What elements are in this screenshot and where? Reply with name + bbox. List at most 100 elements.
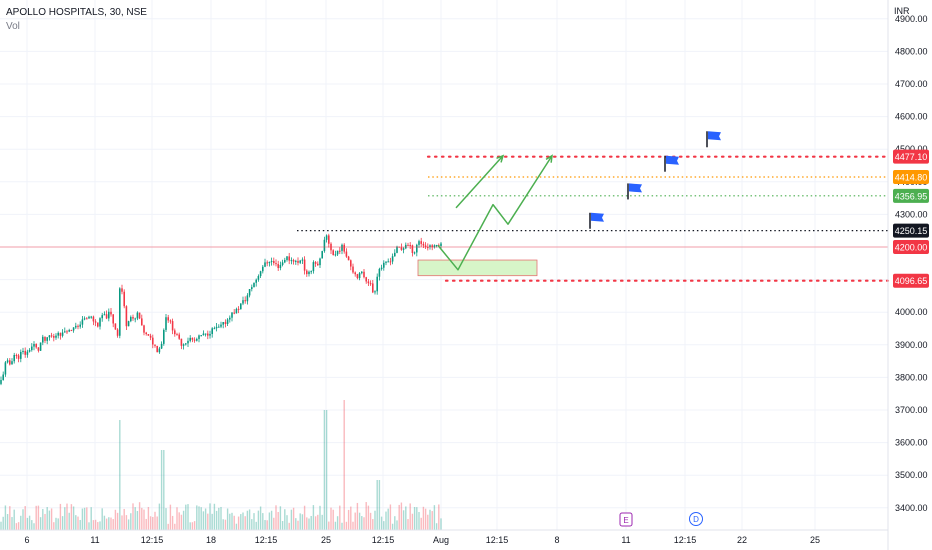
volume-bar: [429, 509, 431, 530]
candle-body: [222, 322, 224, 325]
candle-body: [440, 243, 442, 247]
price-tags: 4477.10 4414.80 4356.95 4250.15 4200.00 4096.…: [893, 149, 929, 288]
volume-bar: [369, 512, 372, 530]
candle-body: [207, 333, 209, 336]
volume-bar: [438, 504, 440, 530]
projection-arrowhead: [496, 154, 505, 163]
volume-bar: [424, 508, 427, 530]
volume-bar: [28, 515, 31, 530]
candle-body: [325, 235, 328, 240]
volume-bar: [143, 509, 145, 530]
candle-body: [42, 336, 44, 343]
dividend-event-icon[interactable]: [689, 512, 703, 526]
candle-body: [15, 355, 18, 357]
volume-bar: [242, 512, 244, 530]
volume-bar: [4, 505, 7, 530]
volume-bar: [266, 520, 268, 530]
candle-body: [77, 325, 79, 327]
volume-bar: [196, 505, 198, 530]
volume-bar: [119, 420, 121, 530]
volume-bar: [48, 510, 51, 530]
candle-body: [53, 336, 55, 338]
candle-body: [50, 335, 53, 337]
candle-body: [407, 244, 409, 246]
candle-body: [6, 360, 9, 363]
volume-bar: [125, 515, 128, 530]
drawings: [417, 131, 721, 277]
price-axis[interactable]: 3400.00 3500.00 3600.00 3700.00 3800.00 3900.…: [895, 14, 928, 513]
candle-body: [180, 338, 183, 346]
volume-bar: [167, 523, 169, 530]
candle-body: [198, 335, 200, 339]
candle-body: [237, 308, 240, 310]
candle-body: [226, 319, 229, 324]
candle-body: [55, 335, 57, 338]
price-levels: [0, 155, 890, 282]
y-tick-label: 3600.00: [895, 438, 928, 448]
candle-body: [220, 324, 222, 327]
volume-bar: [246, 510, 249, 530]
candle-body: [248, 289, 251, 296]
candle-body: [163, 329, 165, 344]
candle-body: [44, 336, 46, 341]
candle-body: [79, 324, 81, 327]
volume-label: Vol: [6, 21, 20, 32]
candle-body: [169, 320, 172, 322]
volume-bar: [147, 506, 150, 530]
volume-bar: [308, 518, 310, 530]
candle-body: [176, 334, 178, 336]
volume-bar: [259, 506, 262, 530]
candle-body: [4, 362, 7, 375]
candle-body: [158, 348, 161, 353]
candle-body: [389, 261, 392, 263]
price-tag-label: 4250.15: [895, 226, 928, 236]
candle-body: [433, 245, 436, 248]
volume-bar: [310, 515, 312, 530]
candle-body: [35, 343, 37, 348]
candle-body: [264, 262, 266, 267]
candle-body: [101, 315, 103, 319]
volume-bar: [281, 521, 284, 530]
volume-bar: [213, 503, 216, 530]
candle-body: [435, 244, 438, 246]
candle-body: [273, 260, 275, 264]
volume-bar: [330, 507, 332, 530]
volume-bar: [134, 507, 136, 530]
volume-bar: [17, 522, 20, 530]
candle-body: [334, 254, 337, 256]
volume-bar: [207, 513, 209, 530]
volume-bar: [248, 509, 251, 530]
price-tag: [893, 149, 929, 164]
earnings-event-icon[interactable]: [619, 512, 633, 527]
volume-bar: [325, 410, 328, 530]
candle-body: [277, 264, 279, 269]
price-tag-label: 4414.80: [895, 172, 928, 182]
x-tick-label: 12:15: [141, 535, 164, 545]
candle-body: [202, 333, 205, 336]
candle-body: [211, 328, 213, 334]
volume-bar: [114, 509, 117, 530]
volume-bar: [391, 523, 394, 530]
volume-bar: [42, 509, 44, 530]
candle-body: [154, 344, 156, 346]
dividend-event-label: D: [693, 515, 699, 524]
x-tick-label: 22: [737, 535, 747, 545]
candle-body: [286, 256, 288, 260]
candle-body: [112, 314, 114, 324]
volume-bar: [262, 513, 264, 530]
candle-body: [312, 262, 315, 272]
volume-bar: [178, 512, 180, 530]
volume-bar: [361, 516, 363, 530]
candle-body: [251, 287, 253, 290]
candle-body: [288, 256, 290, 261]
time-axis[interactable]: 6 11 12:15 18 12:15 25 12:15 Aug 12:15 8 11 12:15 22…: [24, 535, 820, 545]
volume-bar: [53, 522, 55, 530]
volume-bar: [303, 505, 306, 530]
flag-icon: [591, 212, 604, 222]
volume-bar: [220, 506, 222, 530]
volume-bar: [193, 521, 196, 530]
candle-body: [317, 263, 319, 266]
volume-bar: [418, 512, 420, 530]
